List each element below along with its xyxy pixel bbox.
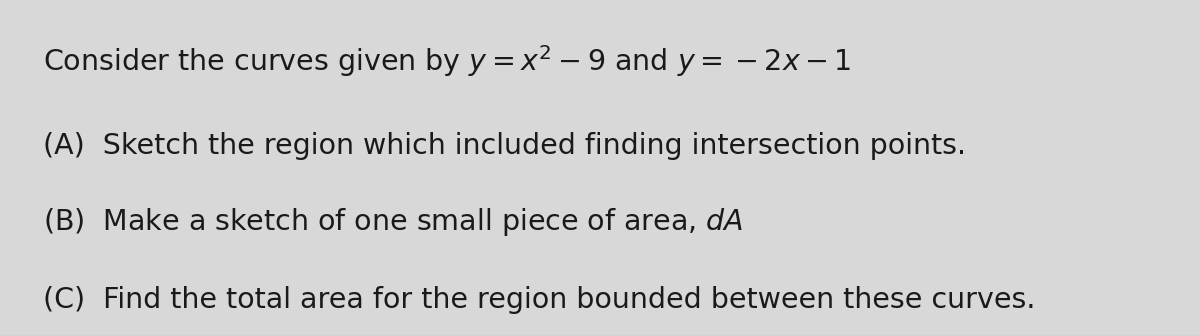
Text: (A)  Sketch the region which included finding intersection points.: (A) Sketch the region which included fin…: [43, 132, 966, 160]
Text: (C)  Find the total area for the region bounded between these curves.: (C) Find the total area for the region b…: [43, 286, 1036, 314]
Text: Consider the curves given by $y = x^2 - 9$ and $y = -2x - 1$: Consider the curves given by $y = x^2 - …: [43, 43, 852, 79]
Text: (B)  Make a sketch of one small piece of area, $dA$: (B) Make a sketch of one small piece of …: [43, 206, 744, 238]
